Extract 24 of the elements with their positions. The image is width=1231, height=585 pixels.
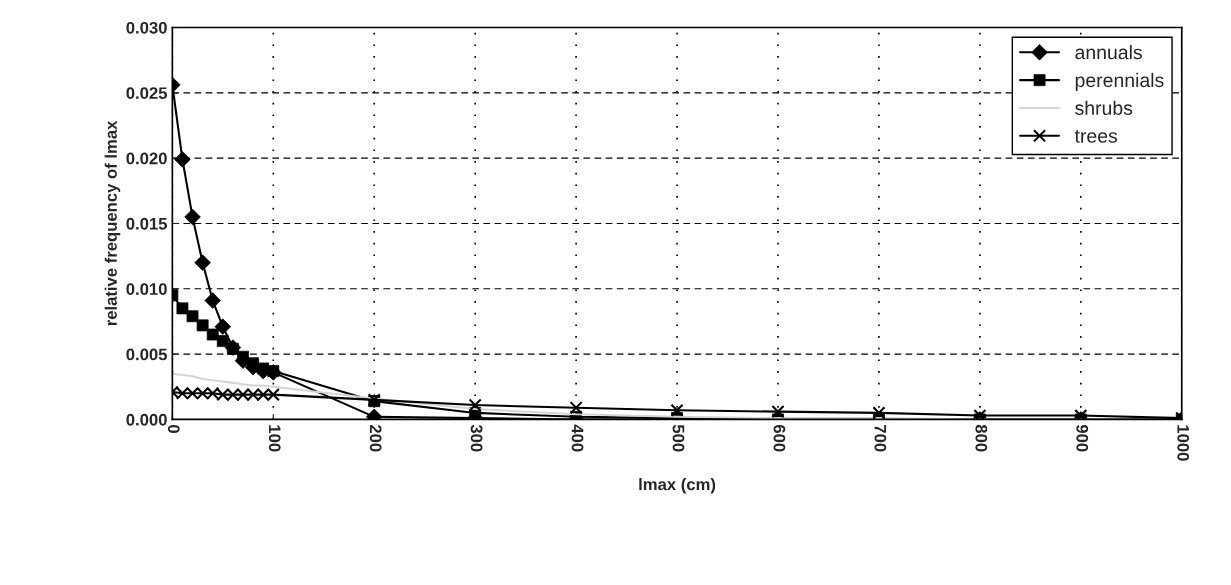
x-tick-label: 200	[369, 424, 382, 452]
y-tick-label: 0.010	[126, 283, 167, 295]
legend-label: shrubs	[1075, 100, 1133, 115]
y-tick-label: 0.025	[126, 87, 168, 100]
y-tick-label: 0.005	[126, 348, 168, 361]
x-tick-label: 500	[672, 424, 685, 452]
y-tick-label: 0.030	[126, 21, 167, 34]
y-tick-label: 0.020	[126, 152, 167, 165]
x-tick-label: 600	[773, 424, 786, 452]
x-tick-label: 800	[975, 424, 988, 452]
x-tick-label: 100	[268, 425, 281, 452]
y-tick-label: 0.000	[126, 413, 167, 426]
y-tick-label: 0.015	[126, 217, 168, 230]
x-tick-label: 400	[571, 424, 584, 452]
x-axis-title: lmax (cm)	[639, 478, 716, 494]
x-tick-label: 1000	[1177, 425, 1190, 461]
legend-label: trees	[1074, 130, 1118, 143]
x-tick-label: 0	[167, 424, 180, 433]
x-tick-label: 300	[470, 424, 483, 452]
y-axis-title: relative frequency of lmax	[104, 120, 121, 326]
x-tick-label: 900	[1076, 424, 1089, 452]
x-tick-label: 700	[874, 425, 887, 452]
legend-label: annuals	[1075, 44, 1142, 60]
legend-label: perennials	[1075, 72, 1164, 91]
